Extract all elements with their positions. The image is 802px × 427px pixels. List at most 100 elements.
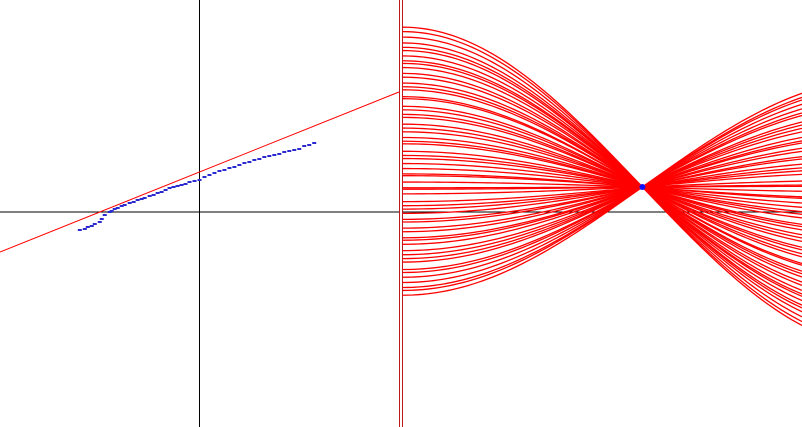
data-point [115,207,120,209]
parameter-curve [402,114,802,271]
parameter-curve [402,170,802,207]
parameter-curve [402,127,802,256]
data-point [183,183,188,185]
parameter-curve [402,108,802,278]
data-point [127,202,132,204]
parameter-curve [402,89,802,272]
data-point [179,184,184,186]
data-point [212,172,217,174]
fit-line [0,91,400,253]
parameter-curve [402,147,802,233]
parameter-curve [403,181,802,192]
data-point [237,164,242,166]
parameter-curve [402,156,802,223]
data-point [292,149,297,151]
parameter-curve [402,127,802,239]
data-point [222,169,227,171]
data-point [109,210,114,212]
parameter-curve [402,150,802,219]
data-point [207,174,212,176]
data-point [242,162,247,164]
parameter-curve [402,150,802,229]
parameter-curve [402,26,802,326]
panel-divider [399,0,403,427]
data-point [217,170,222,172]
parameter-space-panel [402,26,802,326]
parameter-curve [402,112,802,274]
data-point [142,197,147,199]
data-point [277,153,282,155]
parameter-curve [402,136,802,231]
parameter-curve [402,140,802,228]
parameter-curve [402,109,802,255]
parameter-curve [402,162,802,208]
parameter-curve [402,157,802,213]
data-point [131,201,136,203]
parameter-curve [402,142,802,239]
parameter-curve [402,42,802,313]
data-space-panel [0,0,400,427]
parameter-curve [403,180,802,195]
parameter-curve [402,173,802,199]
data-point [77,229,82,231]
parameter-curve [402,66,802,292]
parameter-curve [402,136,802,245]
parameter-curve [402,116,802,248]
intersection-point [639,184,646,190]
data-point [187,181,192,183]
parameter-curve [402,82,802,278]
data-point [151,194,156,196]
data-point [155,192,160,194]
data-point [122,204,127,206]
data-point [139,198,144,200]
data-point [287,150,292,152]
parameter-curve [402,96,802,266]
parameter-curve [402,105,802,258]
parameter-curve [402,72,802,286]
data-point [252,159,257,161]
data-point [119,205,124,207]
parameter-curve [403,185,802,189]
parameter-curve [402,163,802,215]
data-point [267,155,272,157]
data-point [232,166,237,168]
data-point [247,161,252,163]
data-point [312,142,317,144]
parameter-curve [402,30,802,323]
parameter-curve [402,131,802,236]
data-point [302,145,307,147]
data-point [171,186,176,188]
data-point [97,221,102,223]
parameter-curve [402,76,802,283]
parameter-curve [402,92,802,296]
data-point [272,154,277,156]
data-point [99,218,104,220]
parameter-curve [402,154,802,215]
data-point [197,179,202,181]
parameter-curve [402,121,802,263]
data-point [202,176,207,178]
data-point [192,180,197,182]
data-point [89,225,94,227]
parameter-curve [402,46,802,309]
parameter-curve [402,113,802,251]
data-point [159,191,164,193]
data-point [147,195,152,197]
data-point [297,148,302,150]
data-point [175,185,180,187]
data-point [282,151,287,153]
data-point [227,167,232,169]
parameter-curve [402,99,802,289]
parameter-curve [402,124,802,260]
data-point [102,214,107,216]
parameter-curve [402,123,802,243]
parameter-curve [402,167,802,210]
data-point [85,226,90,228]
parameter-curve [402,167,802,204]
data-point [82,228,87,230]
data-point [257,158,262,160]
data-point [92,223,97,225]
data-point [167,187,172,189]
